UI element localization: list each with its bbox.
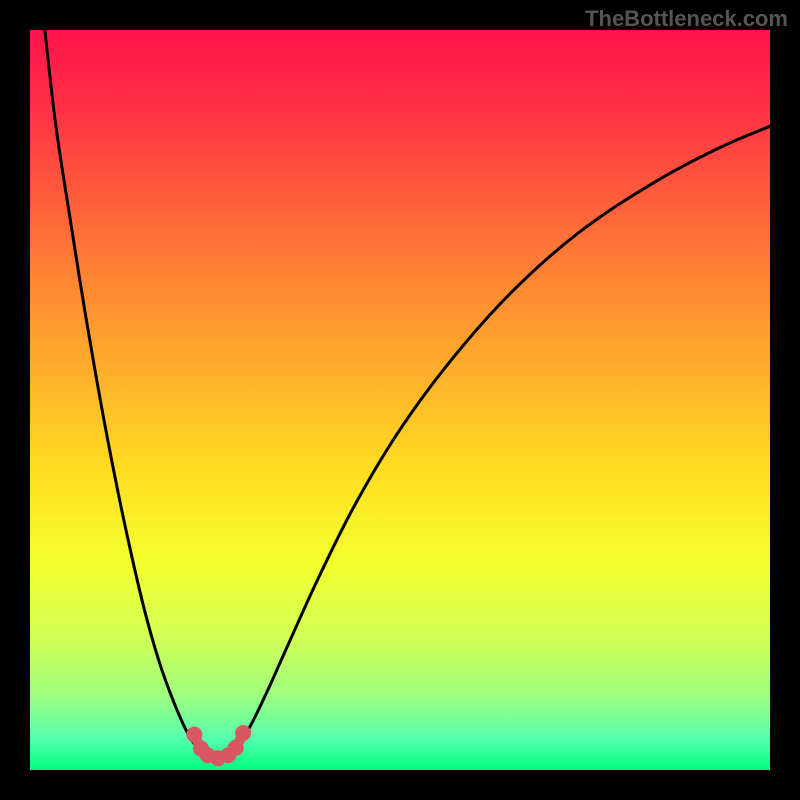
trough-marker: [235, 725, 251, 741]
curves-overlay: [30, 30, 770, 770]
trough-marker: [228, 740, 244, 756]
left-curve: [45, 30, 208, 755]
plot-area: [30, 30, 770, 770]
watermark-text: TheBottleneck.com: [585, 6, 788, 32]
right-curve: [228, 126, 770, 755]
chart-stage: TheBottleneck.com: [0, 0, 800, 800]
trough-marker: [186, 726, 202, 742]
